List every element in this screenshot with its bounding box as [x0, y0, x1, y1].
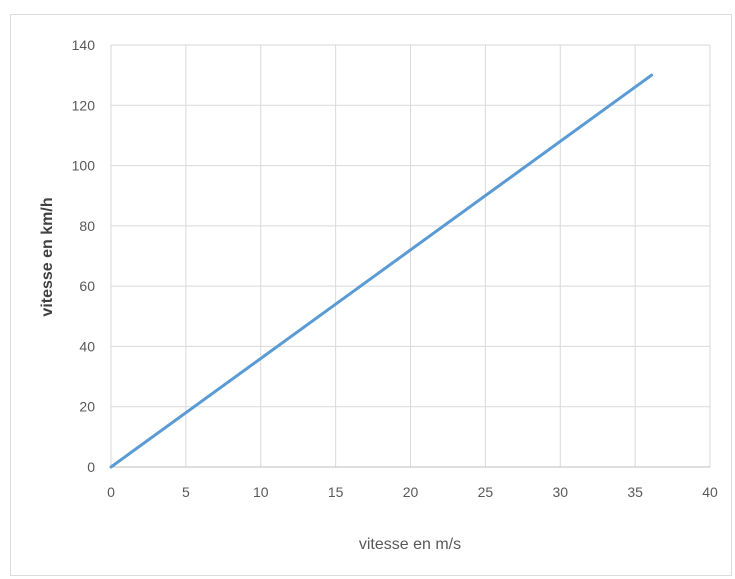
x-tick-label: 15	[328, 484, 344, 500]
x-tick-label: 25	[478, 484, 494, 500]
y-tick-labels: 0 20 40 60 80 100 120 140	[72, 37, 96, 475]
x-axis-title: vitesse en m/s	[359, 536, 461, 553]
y-axis-title: vitesse en km/h	[39, 197, 56, 316]
y-tick-label: 80	[79, 218, 95, 234]
x-tick-label: 0	[107, 484, 115, 500]
y-tick-label: 40	[79, 338, 95, 354]
x-tick-label: 40	[702, 484, 718, 500]
y-tick-label: 140	[72, 37, 96, 53]
series-line	[111, 75, 652, 467]
y-tick-label: 100	[72, 158, 96, 174]
x-tick-label: 10	[253, 484, 269, 500]
y-tick-label: 20	[79, 399, 95, 415]
y-tick-label: 60	[79, 278, 95, 294]
x-tick-label: 20	[403, 484, 419, 500]
x-tick-labels: 0 5 10 15 20 25 30 35 40	[107, 484, 718, 500]
y-tick-label: 120	[72, 97, 96, 113]
series-lines	[111, 75, 652, 467]
x-tick-label: 35	[627, 484, 643, 500]
y-tick-label: 0	[87, 459, 95, 475]
x-tick-label: 5	[182, 484, 190, 500]
x-tick-label: 30	[552, 484, 568, 500]
